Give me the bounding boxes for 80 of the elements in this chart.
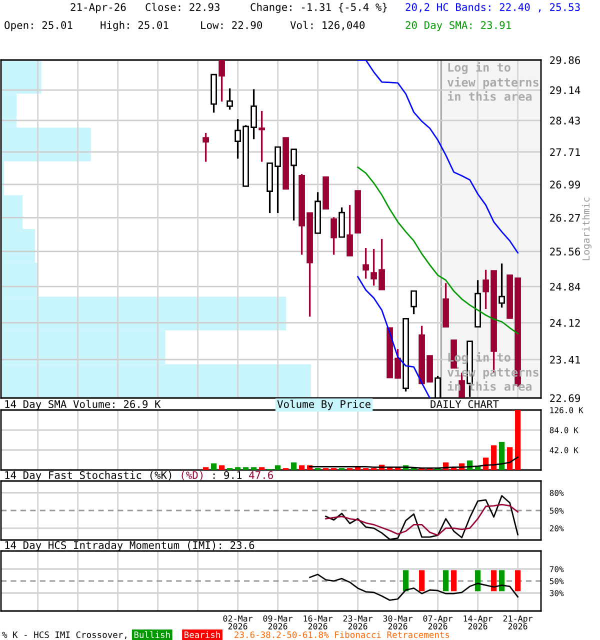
bar	[299, 465, 305, 470]
bar	[219, 465, 225, 470]
text: Change: -1.31 {-5.4 %}	[250, 2, 387, 14]
x-tick-label: 21-Apr 2026	[503, 615, 533, 630]
text: Bullish	[134, 631, 170, 638]
y-tick-label: 42.0 K	[550, 447, 578, 454]
annotation: Log in to view patterns in this area	[447, 62, 538, 101]
y-tick-label: 50%	[550, 508, 564, 514]
candlestick	[258, 110, 265, 163]
line-series	[357, 166, 518, 334]
bar	[251, 467, 257, 470]
candlestick	[498, 262, 505, 308]
bar	[235, 467, 241, 470]
candlestick	[202, 132, 209, 163]
bar	[275, 465, 281, 470]
line-series	[309, 574, 518, 601]
line-series	[325, 504, 518, 536]
text: 21-Apr-26	[70, 3, 126, 14]
x-tick-label: 30-Mar 2026	[383, 615, 413, 630]
x-tick-label: 16-Mar 2026	[304, 615, 333, 630]
x-tick-label: 09-Mar 2026	[263, 615, 293, 630]
bar	[499, 442, 505, 470]
bar	[243, 467, 249, 470]
candlestick	[218, 60, 225, 102]
bar	[211, 463, 217, 470]
y-tick-label: 25.56	[550, 248, 580, 256]
text: Close: 22.93	[146, 2, 220, 12]
chart-subtitle: DAILY CHART	[430, 400, 499, 408]
text: 20 Day SMA: 23.91	[406, 21, 511, 32]
chart-title: 14 Day HCS Intraday Momentum (IMI): 23.6	[5, 540, 254, 552]
text: : 9.1	[213, 471, 242, 480]
text: 20,2 HC Bands: 22.40 , 25.53	[406, 2, 580, 12]
candlestick	[330, 216, 337, 256]
text: High: 25.01	[100, 20, 168, 32]
candlestick	[346, 204, 353, 257]
y-tick-label: 24.12	[550, 319, 580, 327]
text: Low: 22.90	[201, 21, 262, 30]
candlestick	[410, 290, 417, 315]
legend-title: % K - HCS IMI Crossover,	[2, 631, 126, 640]
x-tick-label: 02-Mar 2026	[223, 615, 253, 630]
y-tick-label: 80%	[550, 490, 564, 496]
y-tick-label: 29.14	[550, 86, 580, 94]
text: 47.6	[249, 471, 273, 480]
candlestick	[362, 247, 369, 280]
candlestick	[290, 148, 297, 222]
y-tick-label: 50%	[550, 578, 564, 584]
y-tick-label: 30%	[550, 590, 564, 596]
y-tick-label: 28.43	[550, 116, 580, 125]
bar	[491, 445, 497, 470]
bar	[203, 467, 209, 470]
text: Open: 25.01	[4, 21, 72, 32]
y-tick-label: 84.0 K	[550, 427, 578, 434]
y-tick-label: 20%	[550, 525, 564, 532]
text: (%D)	[182, 471, 202, 480]
x-tick-label: 23-Mar 2026	[343, 615, 373, 630]
y-tick-label: 70%	[550, 566, 564, 572]
y-axis-title: Logarithmic	[582, 198, 592, 260]
x-tick-label: 07-Apr 2026	[423, 615, 453, 630]
y-tick-label: 23.41	[550, 356, 580, 364]
text: 23.6-38.2-50-61.8% Fibonacci Retracements	[234, 631, 450, 638]
y-tick-label: 26.27	[550, 214, 580, 222]
y-tick-label: 27.71	[550, 148, 580, 156]
y-tick-label: 22.69	[550, 394, 580, 402]
bar	[515, 410, 521, 470]
y-tick-label: 29.86	[550, 56, 580, 64]
text: (%K)	[150, 471, 172, 480]
bar	[291, 462, 297, 470]
y-tick-label: 24.84	[550, 282, 580, 291]
line-series	[357, 276, 430, 398]
chart-title: 14 Day Fast Stochastic	[5, 470, 142, 482]
text: 14 Day SMA Volume: 26.9 K	[5, 400, 161, 410]
bar	[259, 467, 265, 470]
y-tick-label: 26.99	[550, 180, 580, 189]
y-tick-label: 126.0 K	[550, 407, 584, 414]
candlestick	[226, 88, 233, 110]
text: Vol: 126,040	[290, 20, 365, 30]
bar	[507, 447, 513, 470]
text: Volume By Price	[277, 400, 370, 410]
x-tick-label: 14-Apr 2026	[464, 615, 493, 630]
text: Bearish	[184, 631, 220, 638]
